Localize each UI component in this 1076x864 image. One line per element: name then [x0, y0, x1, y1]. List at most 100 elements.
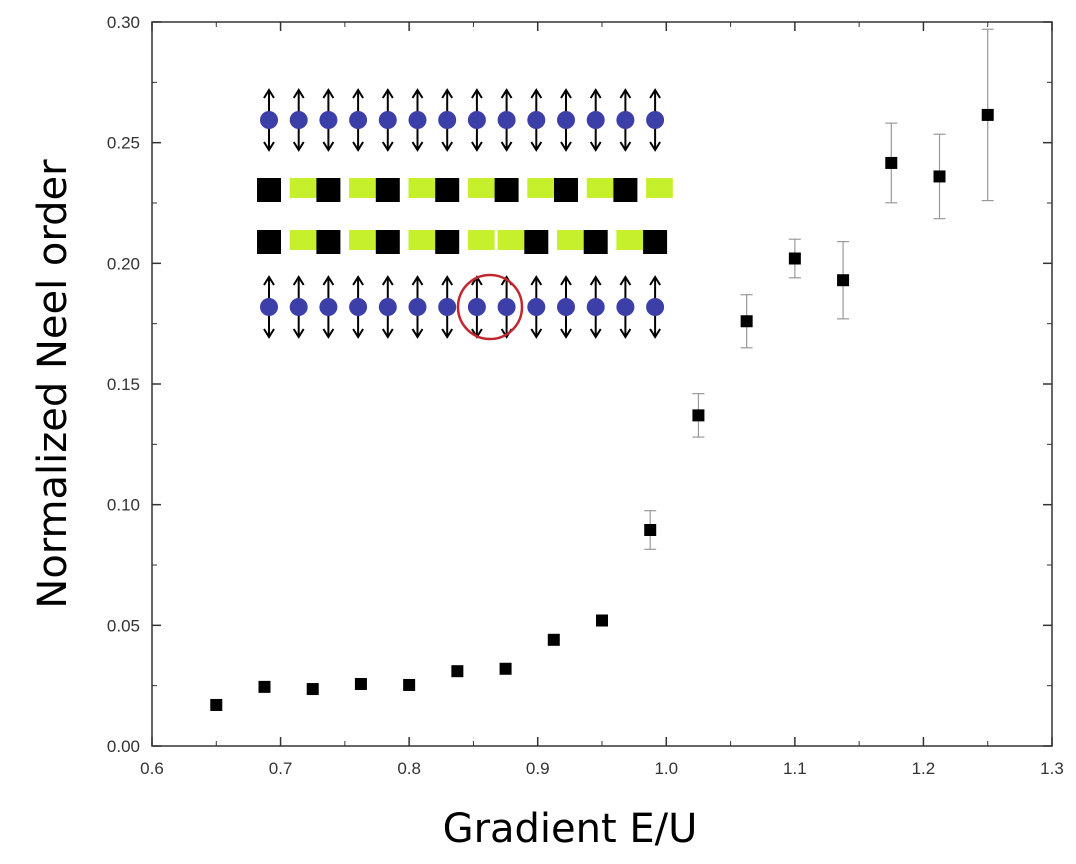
x-tick-label: 1.0	[654, 759, 678, 778]
atom	[378, 298, 397, 316]
atom	[586, 111, 605, 129]
spin-arrowhead	[352, 275, 364, 286]
atom	[438, 298, 457, 316]
spin-arrowhead	[263, 328, 275, 339]
lattice-site	[586, 178, 614, 198]
data-point	[354, 677, 367, 690]
lattice-site	[613, 178, 638, 202]
lattice-site	[349, 178, 376, 198]
lattice-site	[646, 178, 673, 198]
spin-arrowhead	[649, 275, 661, 286]
data-point	[258, 680, 271, 693]
spin-arrowhead	[589, 275, 602, 286]
atom	[646, 111, 665, 129]
data-point	[885, 156, 898, 169]
lattice-site	[375, 178, 400, 202]
data-point	[644, 524, 657, 537]
spin-arrowhead	[589, 328, 602, 339]
lattice-site	[316, 178, 341, 202]
y-tick-label: 0.00	[107, 737, 140, 756]
spin-arrowhead	[441, 328, 454, 339]
spin-arrowhead	[589, 141, 602, 152]
spin-arrowhead	[322, 275, 335, 286]
atom	[616, 111, 635, 129]
atom	[408, 111, 427, 129]
lattice-site	[435, 230, 460, 254]
atom	[467, 111, 486, 129]
spin-arrowhead	[292, 141, 305, 152]
lattice-site	[497, 230, 525, 250]
lattice-site	[257, 230, 281, 254]
spin-arrowhead	[381, 275, 394, 286]
spin-arrowhead	[500, 141, 513, 152]
atom	[319, 111, 338, 129]
data-point	[933, 170, 946, 183]
spin-arrowhead	[589, 88, 602, 99]
spin-arrowhead	[352, 141, 364, 152]
spin-arrowhead	[411, 275, 424, 286]
spin-arrowhead	[649, 141, 661, 152]
highlight-circle	[456, 273, 524, 341]
x-axis-label: Gradient E/U	[443, 806, 698, 852]
data-point	[547, 633, 560, 646]
y-tick-label: 0.10	[107, 496, 140, 515]
atom	[497, 111, 516, 129]
spin-arrowhead	[411, 88, 424, 99]
plot-frame	[151, 21, 1053, 747]
lattice-site	[349, 230, 376, 250]
spin-arrowhead	[441, 88, 454, 99]
spin-arrowhead	[352, 88, 364, 99]
atom	[467, 298, 486, 316]
atom	[289, 298, 308, 316]
spin-arrowhead	[263, 88, 275, 99]
spin-arrowhead	[560, 88, 572, 99]
lattice-site	[289, 178, 317, 198]
spin-arrowhead	[530, 328, 543, 339]
lattice-site	[408, 230, 436, 250]
y-tick-label: 0.30	[107, 13, 140, 32]
spin-arrowhead	[560, 141, 572, 152]
spin-arrowhead	[263, 275, 275, 286]
atom	[378, 111, 397, 129]
spin-arrowhead	[530, 88, 543, 99]
lattice-site	[467, 230, 495, 250]
data-point	[210, 698, 223, 711]
atom	[586, 298, 605, 316]
atom	[557, 298, 575, 316]
spin-arrowhead	[441, 275, 454, 286]
spin-arrowhead	[619, 275, 632, 286]
atom	[349, 111, 368, 129]
data-point	[403, 678, 416, 691]
y-tick-label: 0.20	[107, 254, 140, 273]
spin-arrowhead	[560, 275, 572, 286]
spin-arrowhead	[381, 88, 394, 99]
y-tick-label: 0.15	[107, 375, 140, 394]
lattice-site	[557, 230, 584, 250]
x-tick-label: 0.7	[269, 759, 293, 778]
lattice-site	[257, 178, 281, 202]
data-point	[596, 614, 608, 627]
spin-arrowhead	[322, 328, 335, 339]
lattice-site	[643, 230, 668, 254]
spin-arrowhead	[471, 88, 483, 99]
atom	[527, 298, 546, 316]
atom	[260, 298, 278, 316]
spin-arrowhead	[619, 328, 632, 339]
spin-arrowhead	[381, 328, 394, 339]
spin-arrowhead	[292, 328, 305, 339]
atom	[646, 298, 665, 316]
atom	[408, 298, 427, 316]
lattice-site	[289, 230, 317, 250]
atom	[557, 111, 575, 129]
spin-arrowhead	[530, 141, 543, 152]
lattice-site	[527, 178, 554, 198]
lattice-site	[408, 178, 436, 198]
spin-arrowhead	[352, 328, 364, 339]
y-tick-label: 0.25	[107, 134, 140, 153]
lattice-site	[616, 230, 644, 250]
data-point	[692, 409, 705, 422]
spin-arrowhead	[441, 141, 454, 152]
spin-arrowhead	[471, 141, 483, 152]
data-point	[451, 665, 464, 678]
